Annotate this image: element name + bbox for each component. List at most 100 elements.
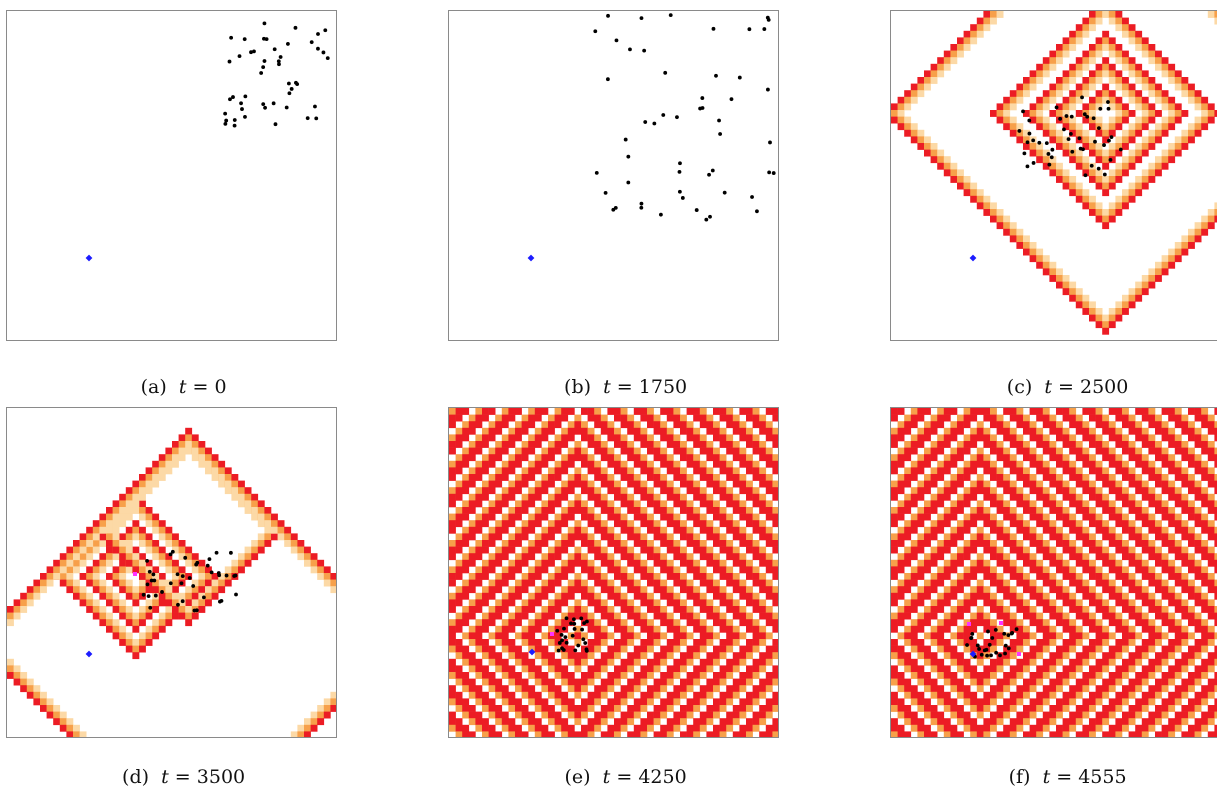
wave-cell	[1043, 268, 1050, 275]
wave-cell	[898, 434, 905, 441]
wave-cell	[1023, 533, 1030, 540]
wave-cell	[574, 560, 581, 567]
wave-cell	[970, 599, 977, 606]
wave-cell	[977, 632, 984, 639]
wave-cell	[528, 692, 535, 699]
wave-cell	[502, 434, 509, 441]
wave-cell	[126, 500, 133, 507]
wave-cell	[687, 454, 694, 461]
wave-cell	[983, 672, 990, 679]
wave-cell	[990, 665, 997, 672]
wave-cell	[983, 467, 990, 474]
wave-cell	[475, 487, 482, 494]
wave-cell	[726, 434, 733, 441]
wave-cell	[522, 599, 529, 606]
wave-cell	[614, 566, 621, 573]
wave-cell	[192, 441, 199, 448]
wave-cell	[14, 613, 21, 620]
wave-cell	[449, 672, 456, 679]
wave-cell	[588, 626, 595, 633]
wave-cell	[733, 639, 740, 646]
wave-cell	[66, 547, 73, 554]
wave-cell	[522, 415, 529, 422]
wave-cell	[726, 461, 733, 468]
wave-cell	[660, 580, 667, 587]
wave-cell	[720, 646, 727, 653]
wave-cell	[1036, 454, 1043, 461]
wave-cell	[720, 665, 727, 672]
wave-cell	[574, 665, 581, 672]
wave-cell	[1056, 540, 1063, 547]
wave-cell	[957, 467, 964, 474]
wave-cell	[898, 408, 905, 415]
wave-cell	[14, 672, 21, 679]
particle-dot	[145, 559, 149, 563]
particle-dot	[240, 107, 244, 111]
wave-cell	[1188, 136, 1195, 143]
wave-cell	[1082, 527, 1089, 534]
wave-cell	[73, 566, 80, 573]
wave-cell	[673, 415, 680, 422]
wave-cell	[753, 599, 760, 606]
wave-cell	[1030, 560, 1037, 567]
wave-cell	[1175, 84, 1182, 91]
wave-cell	[146, 467, 153, 474]
simulation-grid-e	[449, 408, 779, 738]
particle-dot	[675, 115, 679, 119]
wave-cell	[970, 619, 977, 626]
wave-cell	[957, 500, 964, 507]
wave-cell	[1030, 249, 1037, 256]
wave-cell	[997, 421, 1004, 428]
wave-cell	[508, 461, 515, 468]
wave-cell	[640, 626, 647, 633]
wave-cell	[720, 626, 727, 633]
wave-cell	[172, 566, 179, 573]
wave-cell	[588, 408, 595, 415]
wave-cell	[66, 573, 73, 580]
wave-cell	[772, 507, 779, 514]
wave-cell	[673, 712, 680, 719]
wave-cell	[508, 672, 515, 679]
wave-cell	[126, 606, 133, 613]
wave-cell	[561, 692, 568, 699]
wave-cell	[924, 533, 931, 540]
wave-cell	[753, 408, 760, 415]
wave-cell	[1076, 652, 1083, 659]
wave-cell	[680, 626, 687, 633]
wave-cell	[449, 632, 456, 639]
wave-cell	[561, 731, 568, 738]
wave-cell	[541, 712, 548, 719]
wave-cell	[1056, 275, 1063, 282]
wave-cell	[931, 652, 938, 659]
wave-cell	[475, 514, 482, 521]
wave-cell	[950, 672, 957, 679]
wave-cell	[581, 593, 588, 600]
wave-cell	[198, 580, 205, 587]
wave-cell	[1102, 467, 1109, 474]
wave-cell	[660, 698, 667, 705]
wave-cell	[1109, 434, 1116, 441]
wave-cell	[766, 712, 773, 719]
wave-cell	[1089, 150, 1096, 157]
wave-cell	[601, 553, 608, 560]
wave-cell	[1089, 301, 1096, 308]
wave-cell	[720, 731, 727, 738]
wave-cell	[66, 566, 73, 573]
wave-cell	[647, 626, 654, 633]
wave-cell	[733, 527, 740, 534]
wave-cell	[515, 527, 522, 534]
wave-cell	[950, 487, 957, 494]
wave-cell	[60, 725, 67, 732]
wave-cell	[555, 487, 562, 494]
wave-cell	[1016, 448, 1023, 455]
wave-cell	[1030, 487, 1037, 494]
wave-cell	[917, 415, 924, 422]
wave-cell	[673, 639, 680, 646]
wave-cell	[950, 712, 957, 719]
wave-cell	[192, 434, 199, 441]
wave-cell	[1036, 415, 1043, 422]
wave-cell	[588, 613, 595, 620]
wave-cell	[713, 408, 720, 415]
wave-cell	[541, 474, 548, 481]
wave-cell	[1109, 321, 1116, 328]
